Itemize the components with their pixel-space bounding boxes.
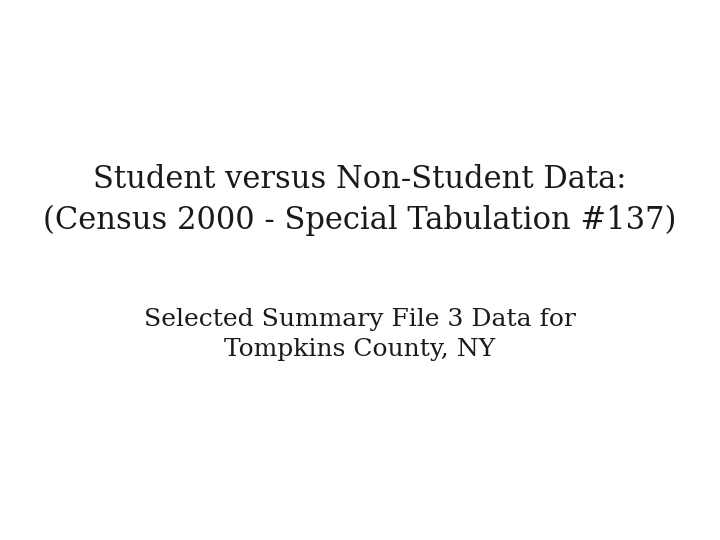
Text: Student versus Non-Student Data:
(Census 2000 - Special Tabulation #137): Student versus Non-Student Data: (Census… bbox=[43, 164, 677, 236]
Text: Selected Summary File 3 Data for
Tompkins County, NY: Selected Summary File 3 Data for Tompkin… bbox=[144, 308, 576, 361]
